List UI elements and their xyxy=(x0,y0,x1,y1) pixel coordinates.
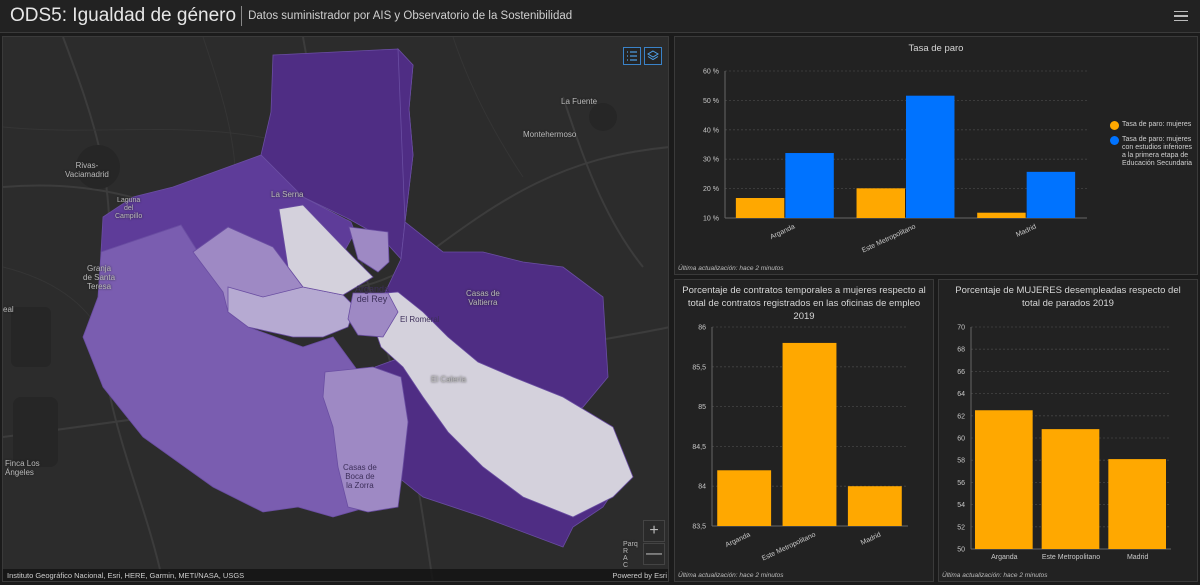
y-tick-label: 50 xyxy=(957,547,965,554)
last-update-note: Última actualización: hace 2 minutos xyxy=(678,572,784,579)
map-label: La Serna xyxy=(271,190,304,199)
y-tick-label: 85 xyxy=(698,404,706,411)
legend-label: Tasa de paro: mujeres con estudios infer… xyxy=(1122,136,1193,167)
x-tick-label: Este Metropolitano xyxy=(861,223,917,254)
x-tick-label: Este Metropolitano xyxy=(761,531,817,562)
x-tick-label: Arganda xyxy=(991,554,1018,561)
bar xyxy=(782,342,837,526)
bar xyxy=(1108,459,1166,549)
legend-list-icon[interactable] xyxy=(623,47,641,65)
chart-panel-contratos: Porcentaje de contratos temporales a muj… xyxy=(674,279,934,582)
legend-swatch-icon xyxy=(1110,121,1119,130)
y-tick-label: 60 xyxy=(957,436,965,443)
y-tick-label: 68 xyxy=(957,347,965,354)
y-tick-label: 52 xyxy=(957,524,965,531)
app-header: ODS5: Igualdad de género Datos suministr… xyxy=(0,0,1200,33)
powered-by-link[interactable]: Powered by Esri xyxy=(612,571,667,580)
y-tick-label: 64 xyxy=(957,391,965,398)
x-tick-label: Madrid xyxy=(860,531,882,546)
app-title: ODS5: Igualdad de género xyxy=(10,5,237,26)
y-tick-label: 58 xyxy=(957,458,965,465)
map-label: Arganda del Rey xyxy=(355,284,390,304)
last-update-note: Última actualización: hace 2 minutos xyxy=(942,572,1048,579)
legend-item[interactable]: Tasa de paro: mujeres con estudios infer… xyxy=(1110,136,1195,168)
zoom-in-button[interactable]: + xyxy=(643,520,665,542)
bar xyxy=(977,212,1026,218)
title-separator xyxy=(241,6,243,26)
bar xyxy=(856,188,905,218)
map-label: La Fuente xyxy=(561,97,598,106)
y-tick-label: 84,5 xyxy=(692,444,706,451)
x-tick-label: Madrid xyxy=(1015,223,1037,238)
attribution-text: Instituto Geográfico Nacional, Esri, HER… xyxy=(7,571,245,580)
chart-tasa-paro: 10 % 20 % 30 % 40 % 50 % 60 % Arganda Este Metr… xyxy=(703,69,1087,254)
map-label: Montehermoso xyxy=(523,130,577,139)
x-tick-label: Arganda xyxy=(725,531,752,549)
map-panel[interactable]: La Fuente Montehermoso Rivas- Vaciamadri… xyxy=(2,36,669,582)
last-update-note: Última actualización: hace 2 minutos xyxy=(678,265,784,272)
y-tick-label: 30 % xyxy=(703,157,719,164)
map-label: Parq R A C xyxy=(623,541,638,569)
map-label: Finca Los Ángeles xyxy=(5,459,40,477)
legend-label: Tasa de paro: mujeres xyxy=(1122,121,1192,128)
map-attribution: Instituto Geográfico Nacional, Esri, HER… xyxy=(3,569,668,581)
legend-item[interactable]: Tasa de paro: mujeres xyxy=(1110,121,1195,130)
y-tick-label: 56 xyxy=(957,480,965,487)
y-tick-label: 10 % xyxy=(703,216,719,223)
district-center-west xyxy=(227,286,356,338)
district-core xyxy=(347,292,399,338)
bar xyxy=(735,198,785,218)
bar xyxy=(847,486,902,526)
map-label: Casas de Valtierra xyxy=(466,289,500,307)
zoom-out-button[interactable]: — xyxy=(643,543,665,565)
y-tick-label: 62 xyxy=(957,413,965,420)
legend-swatch-icon xyxy=(1110,136,1119,145)
chart-desempleadas: 50 52 54 56 58 60 62 64 66 68 70 Arganda Este Metrop… xyxy=(957,325,1171,561)
bar xyxy=(1026,171,1076,218)
y-tick-label: 50 % xyxy=(703,98,719,105)
bar xyxy=(906,95,955,218)
y-tick-label: 66 xyxy=(957,369,965,376)
hamburger-menu-icon[interactable] xyxy=(1174,8,1188,24)
bar xyxy=(975,410,1033,549)
district-center-ne xyxy=(348,226,390,273)
bar xyxy=(717,470,772,526)
bar xyxy=(1041,429,1100,549)
map-label: El Romeral xyxy=(400,315,440,324)
chart-panel-tasa-paro: Tasa de paro 10 % 20 % 30 % 40 % 50 % 60 % Arg… xyxy=(674,36,1198,275)
x-tick-label: Este Metropolitano xyxy=(1042,554,1100,561)
y-tick-label: 70 xyxy=(957,325,965,332)
map-label: El Calería xyxy=(431,375,467,384)
bar xyxy=(785,153,834,218)
map-label: Casas de Boca de la Zorra xyxy=(343,463,377,490)
map-label: Granja de Santa Teresa xyxy=(83,264,116,291)
chart-contratos: 83,5 84 84,5 85 85,5 86 Arganda Este Metropolit… xyxy=(692,325,908,562)
map-canvas[interactable] xyxy=(3,37,669,582)
chart-legend: Tasa de paro: mujeres Tasa de paro: muje… xyxy=(1110,121,1195,174)
district-center-north xyxy=(278,204,374,296)
chart-title: Porcentaje de MUJERES desempleadas respe… xyxy=(955,285,1181,309)
y-tick-label: 85,5 xyxy=(692,364,706,371)
x-tick-label: Arganda xyxy=(769,223,796,241)
y-tick-label: 83,5 xyxy=(692,524,706,531)
chart-panel-desempleadas: Porcentaje de MUJERES desempleadas respe… xyxy=(938,279,1198,582)
chart-title: Tasa de paro xyxy=(908,43,964,54)
district-south-light xyxy=(322,366,409,513)
layers-icon[interactable] xyxy=(644,47,662,65)
app-subtitle: Datos suministrador por AIS y Observator… xyxy=(248,10,573,22)
district-valley-light xyxy=(362,291,634,518)
y-tick-label: 86 xyxy=(698,325,706,332)
y-tick-label: 40 % xyxy=(703,127,719,134)
y-tick-label: 54 xyxy=(957,502,965,509)
y-tick-label: 84 xyxy=(698,484,706,491)
y-tick-label: 20 % xyxy=(703,186,719,193)
map-label: Rivas- Vaciamadrid xyxy=(65,161,109,179)
map-label: Laguna del Campillo xyxy=(115,197,143,220)
map-label: eal xyxy=(3,305,14,314)
x-tick-label: Madrid xyxy=(1127,554,1149,561)
y-tick-label: 60 % xyxy=(703,69,719,76)
chart-title: Porcentaje de contratos temporales a muj… xyxy=(682,285,926,322)
